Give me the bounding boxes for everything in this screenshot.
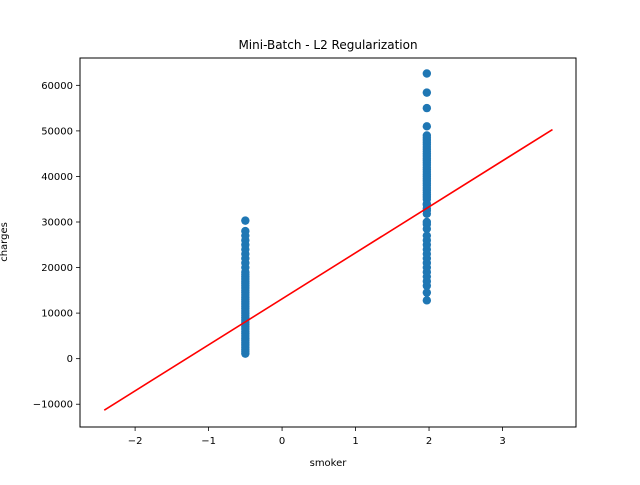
axes-frame xyxy=(79,57,577,428)
data-point xyxy=(422,122,432,131)
x-tick-label: −2 xyxy=(128,436,143,447)
y-tick-label: 60000 xyxy=(41,81,73,92)
data-point xyxy=(241,226,250,236)
y-tick-label: 0 xyxy=(67,354,73,365)
data-point xyxy=(422,69,432,78)
x-tick-label: 0 xyxy=(279,436,285,447)
y-tick-label: 20000 xyxy=(41,263,73,274)
x-tick-label: 2 xyxy=(426,436,432,447)
data-point xyxy=(422,288,432,297)
data-point xyxy=(422,217,432,227)
data-point xyxy=(422,131,432,140)
y-tick-label: 50000 xyxy=(41,126,73,137)
y-axis-label: charges xyxy=(0,222,10,262)
data-point xyxy=(422,296,432,305)
scatter-points xyxy=(241,69,432,358)
data-point xyxy=(422,209,432,218)
x-tick-label: −1 xyxy=(201,436,216,447)
y-axis: −10000 0 10000 20000 30000 40000 50000 60000 xyxy=(33,81,80,411)
y-tick-label: 30000 xyxy=(41,218,73,229)
chart-title: Mini-Batch - L2 Regularization xyxy=(238,38,417,52)
y-tick-label: 40000 xyxy=(41,172,73,183)
regression-line-segment xyxy=(103,128,553,411)
data-point xyxy=(422,88,432,97)
data-point xyxy=(422,103,432,113)
x-axis-label: smoker xyxy=(310,458,348,469)
data-point xyxy=(241,216,250,225)
y-tick-label: −10000 xyxy=(33,400,73,411)
data-point xyxy=(422,231,432,240)
x-tick-label: 3 xyxy=(499,436,505,447)
x-axis: −2 −1 0 1 2 3 xyxy=(128,427,506,447)
regression-line xyxy=(103,128,553,411)
y-tick-label: 10000 xyxy=(41,309,73,320)
x-tick-label: 1 xyxy=(352,436,358,447)
